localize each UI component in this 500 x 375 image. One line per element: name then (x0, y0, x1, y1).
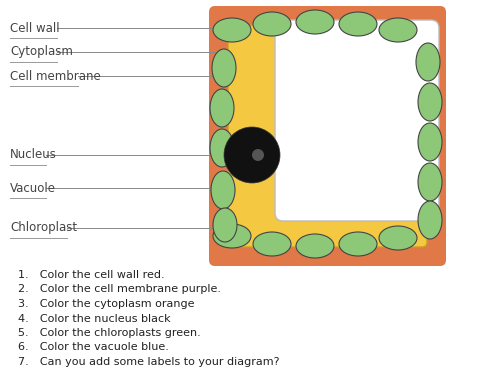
Ellipse shape (296, 10, 334, 34)
Text: Vacuole: Vacuole (10, 182, 56, 195)
Text: 2. Color the cell membrane purple.: 2. Color the cell membrane purple. (18, 285, 221, 294)
Ellipse shape (416, 43, 440, 81)
Ellipse shape (418, 123, 442, 161)
Text: 5. Color the chloroplasts green.: 5. Color the chloroplasts green. (18, 328, 201, 338)
Ellipse shape (418, 163, 442, 201)
Text: 4. Color the nucleus black: 4. Color the nucleus black (18, 314, 171, 324)
Ellipse shape (213, 18, 251, 42)
Ellipse shape (253, 232, 291, 256)
FancyBboxPatch shape (228, 25, 427, 247)
Text: 3. Color the cytoplasm orange: 3. Color the cytoplasm orange (18, 299, 195, 309)
Ellipse shape (211, 171, 235, 209)
Circle shape (252, 149, 264, 161)
FancyBboxPatch shape (221, 18, 434, 254)
Text: Nucleus: Nucleus (10, 148, 57, 162)
Ellipse shape (418, 201, 442, 239)
FancyBboxPatch shape (275, 20, 439, 221)
Circle shape (224, 127, 280, 183)
Ellipse shape (213, 208, 237, 242)
Text: 7. Can you add some labels to your diagram?: 7. Can you add some labels to your diagr… (18, 357, 280, 367)
Ellipse shape (339, 232, 377, 256)
Ellipse shape (210, 89, 234, 127)
Ellipse shape (379, 18, 417, 42)
Ellipse shape (418, 83, 442, 121)
Ellipse shape (210, 129, 234, 167)
Ellipse shape (213, 224, 251, 248)
Text: 1. Color the cell wall red.: 1. Color the cell wall red. (18, 270, 165, 280)
Text: 6. Color the vacuole blue.: 6. Color the vacuole blue. (18, 342, 169, 352)
Ellipse shape (339, 12, 377, 36)
Text: Cytoplasm: Cytoplasm (10, 45, 73, 58)
FancyBboxPatch shape (209, 6, 446, 266)
Text: Cell wall: Cell wall (10, 21, 59, 34)
Ellipse shape (296, 234, 334, 258)
Text: Cell membrane: Cell membrane (10, 69, 101, 82)
Ellipse shape (212, 49, 236, 87)
Text: Chloroplast: Chloroplast (10, 222, 77, 234)
Ellipse shape (253, 12, 291, 36)
Ellipse shape (379, 226, 417, 250)
